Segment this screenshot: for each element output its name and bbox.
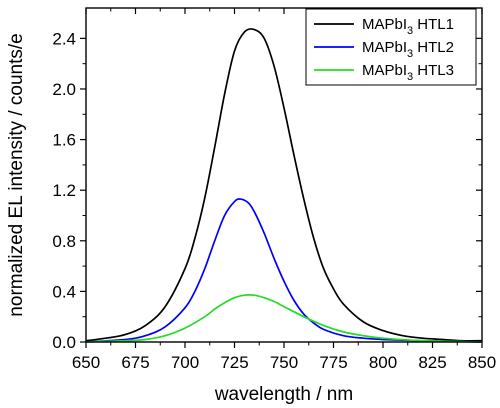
x-tick-label: 650 bbox=[72, 353, 100, 372]
y-tick-label: 0.4 bbox=[52, 282, 76, 301]
legend-label-htl1: MAPbI3 HTL1 bbox=[362, 16, 454, 37]
x-tick-label: 850 bbox=[468, 353, 496, 372]
x-tick-label: 725 bbox=[220, 353, 248, 372]
series-line-htl1 bbox=[85, 28, 483, 342]
y-axis-label: normalized EL intensity / counts/e bbox=[6, 33, 27, 316]
series-line-htl3 bbox=[85, 294, 483, 343]
plot-frame bbox=[85, 7, 483, 343]
tick-labels: 650 675 700 725 750 775 800 825 850 0.0 0.4 0.8 1.2 1… bbox=[52, 29, 496, 372]
legend-label-htl2: MAPbI3 HTL2 bbox=[362, 39, 454, 60]
x-tick-label: 825 bbox=[418, 353, 446, 372]
x-tick-label: 775 bbox=[319, 353, 347, 372]
x-tick-label: 675 bbox=[121, 353, 149, 372]
y-tick-label: 1.6 bbox=[52, 131, 76, 150]
y-tick-label: 1.2 bbox=[52, 181, 76, 200]
x-tick-label: 800 bbox=[369, 353, 397, 372]
y-tick-label: 2.0 bbox=[52, 80, 76, 99]
legend-label-htl3: MAPbI3 HTL3 bbox=[362, 62, 454, 83]
y-tick-label: 2.4 bbox=[52, 29, 76, 48]
x-axis-label: wavelength / nm bbox=[214, 384, 353, 405]
y-tick-label: 0.0 bbox=[52, 333, 76, 352]
series-line-htl2 bbox=[85, 198, 483, 343]
x-tick-label: 700 bbox=[171, 353, 199, 372]
y-tick-label: 0.8 bbox=[52, 232, 76, 251]
series-layer bbox=[85, 28, 483, 343]
x-tick-label: 750 bbox=[270, 353, 298, 372]
